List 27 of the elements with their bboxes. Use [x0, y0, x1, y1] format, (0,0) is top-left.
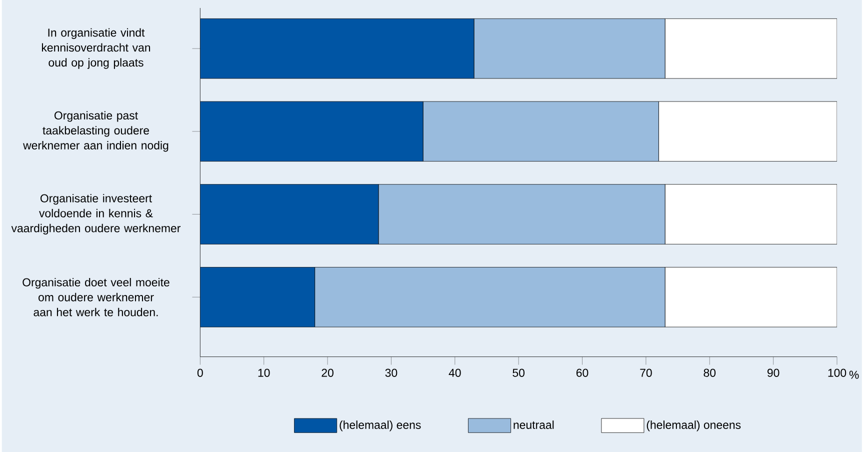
bar: [664, 18, 837, 78]
y-tick-label: Organisatie doet veel moeite om oudere werknemer aan het werk te houden.: [22, 278, 170, 316]
x-tick-label: 60: [576, 368, 588, 377]
legend-label: (helemaal) oneens: [646, 420, 741, 431]
bar: [200, 18, 474, 78]
x-axis-title: %: [849, 370, 859, 379]
x-tick-label: 0: [197, 368, 203, 377]
y-tick-label: In organisatie vindt kennisoverdracht van oud op jong plaats: [42, 28, 150, 69]
x-tick-label: 70: [640, 368, 652, 377]
bar: [200, 184, 379, 244]
x-tick-label: 30: [385, 368, 398, 377]
y-tick-label: Organisatie investeert voldoende in kennis & vaardigheden oudere werknemer: [11, 194, 181, 234]
bar: [664, 266, 837, 327]
y-tick-label: Organisatie past taakbelasting oudere werknemer aan indien nodig: [23, 110, 168, 152]
legend-label: (helemaal) eens: [340, 420, 421, 431]
bar: [200, 101, 424, 162]
x-tick-label: 80: [704, 368, 716, 377]
x-tick-label: 40: [448, 368, 461, 377]
bar: [200, 266, 316, 327]
x-tick-label: 20: [322, 368, 334, 377]
legend-label: neutraal: [514, 420, 554, 429]
x-tick-label: 100: [828, 368, 846, 377]
bar: [664, 184, 837, 244]
x-tick-label: 90: [767, 368, 780, 377]
x-tick-label: 10: [258, 368, 270, 377]
bar: [658, 101, 837, 162]
x-tick-label: 50: [512, 368, 525, 377]
